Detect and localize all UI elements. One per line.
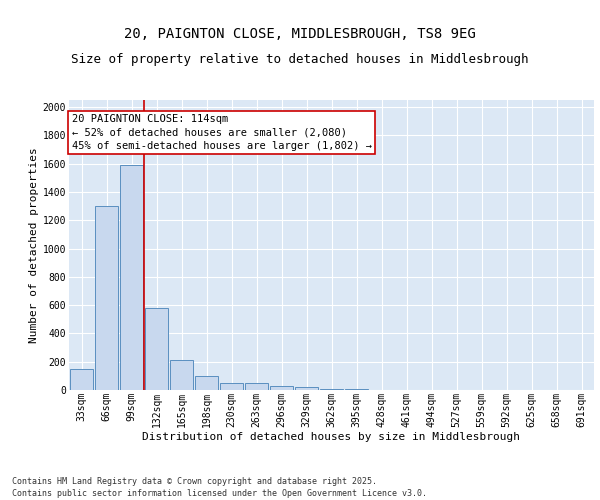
- Bar: [320, 388, 343, 390]
- Y-axis label: Number of detached properties: Number of detached properties: [29, 147, 38, 343]
- Bar: [195, 376, 218, 390]
- Text: 20 PAIGNTON CLOSE: 114sqm
← 52% of detached houses are smaller (2,080)
45% of se: 20 PAIGNTON CLOSE: 114sqm ← 52% of detac…: [71, 114, 371, 150]
- Text: Contains public sector information licensed under the Open Government Licence v3: Contains public sector information licen…: [12, 488, 427, 498]
- Text: Contains HM Land Registry data © Crown copyright and database right 2025.: Contains HM Land Registry data © Crown c…: [12, 477, 377, 486]
- Text: Size of property relative to detached houses in Middlesbrough: Size of property relative to detached ho…: [71, 52, 529, 66]
- Bar: [70, 370, 93, 390]
- Bar: [145, 308, 168, 390]
- Bar: [95, 206, 118, 390]
- Bar: [295, 388, 318, 390]
- Bar: [270, 386, 293, 390]
- Bar: [170, 360, 193, 390]
- Bar: [220, 383, 243, 390]
- Bar: [245, 383, 268, 390]
- Text: 20, PAIGNTON CLOSE, MIDDLESBROUGH, TS8 9EG: 20, PAIGNTON CLOSE, MIDDLESBROUGH, TS8 9…: [124, 28, 476, 42]
- Bar: [120, 165, 143, 390]
- X-axis label: Distribution of detached houses by size in Middlesbrough: Distribution of detached houses by size …: [143, 432, 521, 442]
